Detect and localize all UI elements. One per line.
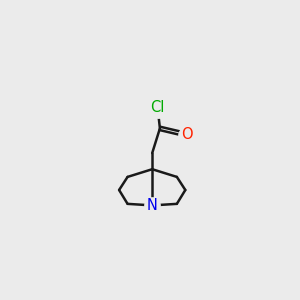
Text: Cl: Cl (150, 100, 165, 115)
Text: N: N (147, 198, 158, 213)
Text: O: O (181, 127, 193, 142)
